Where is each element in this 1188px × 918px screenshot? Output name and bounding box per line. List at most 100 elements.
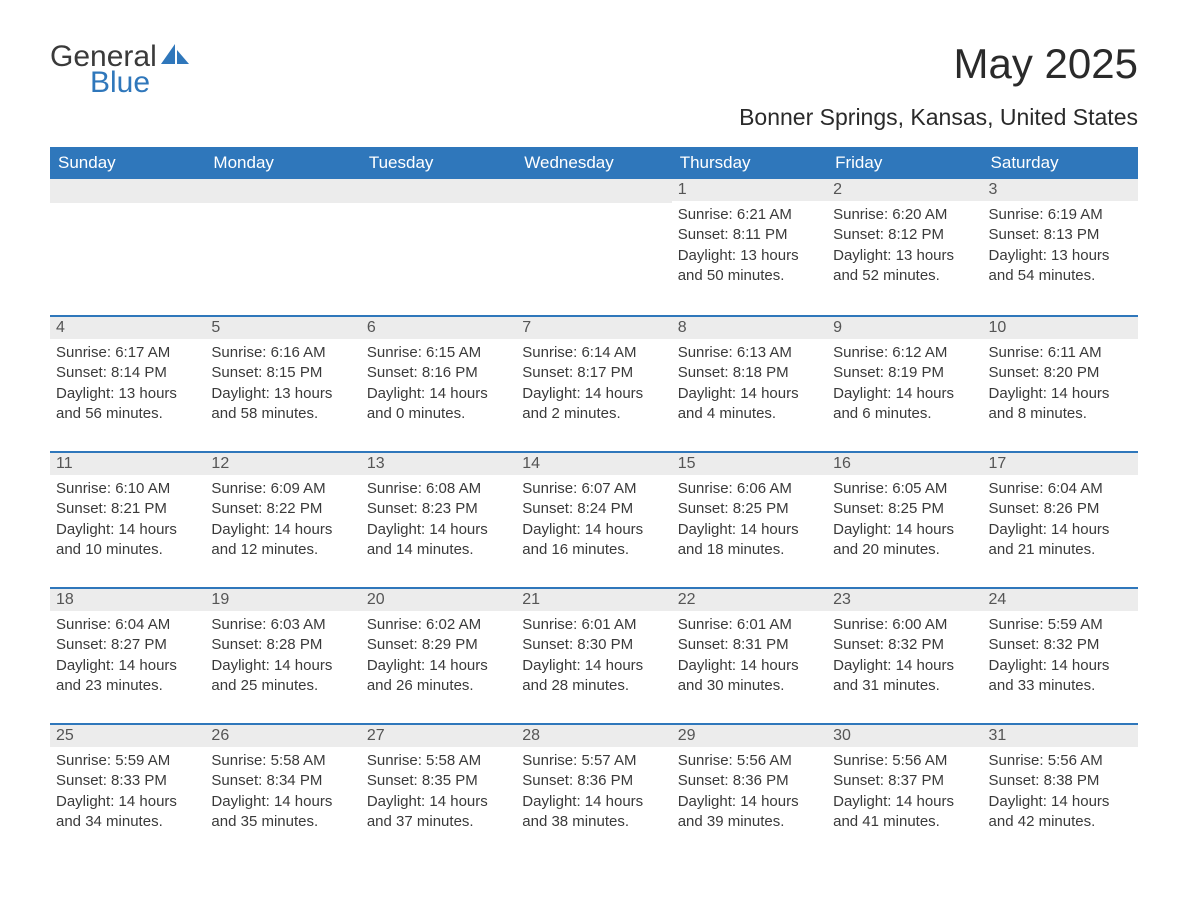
calendar-day-cell: 14Sunrise: 6:07 AMSunset: 8:24 PMDayligh… xyxy=(516,451,671,587)
calendar-day-cell: 12Sunrise: 6:09 AMSunset: 8:22 PMDayligh… xyxy=(205,451,360,587)
empty-day-header xyxy=(516,179,671,203)
day-number: 24 xyxy=(983,587,1138,611)
calendar-day-cell: 2Sunrise: 6:20 AMSunset: 8:12 PMDaylight… xyxy=(827,179,982,315)
calendar-day-cell: 24Sunrise: 5:59 AMSunset: 8:32 PMDayligh… xyxy=(983,587,1138,723)
day-details: Sunrise: 6:15 AMSunset: 8:16 PMDaylight:… xyxy=(361,339,516,434)
day-details: Sunrise: 6:10 AMSunset: 8:21 PMDaylight:… xyxy=(50,475,205,570)
day-number: 22 xyxy=(672,587,827,611)
day-number: 28 xyxy=(516,723,671,747)
day-details: Sunrise: 6:20 AMSunset: 8:12 PMDaylight:… xyxy=(827,201,982,296)
day-details: Sunrise: 6:01 AMSunset: 8:30 PMDaylight:… xyxy=(516,611,671,706)
day-details: Sunrise: 6:09 AMSunset: 8:22 PMDaylight:… xyxy=(205,475,360,570)
weekday-header: Monday xyxy=(205,147,360,179)
logo: General Blue xyxy=(50,40,193,100)
calendar-day-cell: 18Sunrise: 6:04 AMSunset: 8:27 PMDayligh… xyxy=(50,587,205,723)
calendar-day-cell: 8Sunrise: 6:13 AMSunset: 8:18 PMDaylight… xyxy=(672,315,827,451)
location-subtitle: Bonner Springs, Kansas, United States xyxy=(50,104,1138,131)
calendar-day-cell: 6Sunrise: 6:15 AMSunset: 8:16 PMDaylight… xyxy=(361,315,516,451)
day-number: 13 xyxy=(361,451,516,475)
day-number: 21 xyxy=(516,587,671,611)
day-number: 26 xyxy=(205,723,360,747)
day-number: 15 xyxy=(672,451,827,475)
day-details: Sunrise: 6:02 AMSunset: 8:29 PMDaylight:… xyxy=(361,611,516,706)
day-number: 10 xyxy=(983,315,1138,339)
day-number: 19 xyxy=(205,587,360,611)
day-number: 16 xyxy=(827,451,982,475)
day-number: 25 xyxy=(50,723,205,747)
calendar-day-cell: 26Sunrise: 5:58 AMSunset: 8:34 PMDayligh… xyxy=(205,723,360,859)
calendar-day-cell: 30Sunrise: 5:56 AMSunset: 8:37 PMDayligh… xyxy=(827,723,982,859)
day-number: 9 xyxy=(827,315,982,339)
calendar-day-cell: 4Sunrise: 6:17 AMSunset: 8:14 PMDaylight… xyxy=(50,315,205,451)
calendar-day-cell: 5Sunrise: 6:16 AMSunset: 8:15 PMDaylight… xyxy=(205,315,360,451)
day-details: Sunrise: 5:57 AMSunset: 8:36 PMDaylight:… xyxy=(516,747,671,842)
calendar-day-cell: 23Sunrise: 6:00 AMSunset: 8:32 PMDayligh… xyxy=(827,587,982,723)
day-details: Sunrise: 5:56 AMSunset: 8:36 PMDaylight:… xyxy=(672,747,827,842)
calendar-day-cell: 16Sunrise: 6:05 AMSunset: 8:25 PMDayligh… xyxy=(827,451,982,587)
day-details: Sunrise: 6:04 AMSunset: 8:26 PMDaylight:… xyxy=(983,475,1138,570)
day-number: 12 xyxy=(205,451,360,475)
calendar-day-cell: 19Sunrise: 6:03 AMSunset: 8:28 PMDayligh… xyxy=(205,587,360,723)
day-details: Sunrise: 6:17 AMSunset: 8:14 PMDaylight:… xyxy=(50,339,205,434)
weekday-header: Friday xyxy=(827,147,982,179)
day-details: Sunrise: 5:59 AMSunset: 8:32 PMDaylight:… xyxy=(983,611,1138,706)
calendar-day-cell: 9Sunrise: 6:12 AMSunset: 8:19 PMDaylight… xyxy=(827,315,982,451)
day-number: 3 xyxy=(983,179,1138,201)
day-details: Sunrise: 5:56 AMSunset: 8:38 PMDaylight:… xyxy=(983,747,1138,842)
calendar-empty-cell xyxy=(50,179,205,315)
day-number: 5 xyxy=(205,315,360,339)
weekday-header: Sunday xyxy=(50,147,205,179)
calendar-day-cell: 3Sunrise: 6:19 AMSunset: 8:13 PMDaylight… xyxy=(983,179,1138,315)
empty-day-header xyxy=(205,179,360,203)
day-details: Sunrise: 5:59 AMSunset: 8:33 PMDaylight:… xyxy=(50,747,205,842)
calendar-day-cell: 13Sunrise: 6:08 AMSunset: 8:23 PMDayligh… xyxy=(361,451,516,587)
day-number: 18 xyxy=(50,587,205,611)
day-number: 8 xyxy=(672,315,827,339)
calendar-empty-cell xyxy=(205,179,360,315)
calendar-day-cell: 20Sunrise: 6:02 AMSunset: 8:29 PMDayligh… xyxy=(361,587,516,723)
day-number: 6 xyxy=(361,315,516,339)
calendar-day-cell: 21Sunrise: 6:01 AMSunset: 8:30 PMDayligh… xyxy=(516,587,671,723)
day-number: 29 xyxy=(672,723,827,747)
day-details: Sunrise: 5:58 AMSunset: 8:35 PMDaylight:… xyxy=(361,747,516,842)
day-details: Sunrise: 6:00 AMSunset: 8:32 PMDaylight:… xyxy=(827,611,982,706)
weekday-header: Wednesday xyxy=(516,147,671,179)
day-number: 20 xyxy=(361,587,516,611)
day-number: 27 xyxy=(361,723,516,747)
calendar-week-row: 25Sunrise: 5:59 AMSunset: 8:33 PMDayligh… xyxy=(50,723,1138,859)
day-number: 1 xyxy=(672,179,827,201)
day-details: Sunrise: 6:06 AMSunset: 8:25 PMDaylight:… xyxy=(672,475,827,570)
calendar-day-cell: 11Sunrise: 6:10 AMSunset: 8:21 PMDayligh… xyxy=(50,451,205,587)
day-number: 2 xyxy=(827,179,982,201)
day-details: Sunrise: 6:12 AMSunset: 8:19 PMDaylight:… xyxy=(827,339,982,434)
logo-text-blue: Blue xyxy=(90,66,193,100)
calendar-day-cell: 29Sunrise: 5:56 AMSunset: 8:36 PMDayligh… xyxy=(672,723,827,859)
day-details: Sunrise: 6:21 AMSunset: 8:11 PMDaylight:… xyxy=(672,201,827,296)
weekday-header: Tuesday xyxy=(361,147,516,179)
calendar-body: 1Sunrise: 6:21 AMSunset: 8:11 PMDaylight… xyxy=(50,179,1138,859)
calendar-empty-cell xyxy=(516,179,671,315)
calendar-day-cell: 15Sunrise: 6:06 AMSunset: 8:25 PMDayligh… xyxy=(672,451,827,587)
calendar-day-cell: 22Sunrise: 6:01 AMSunset: 8:31 PMDayligh… xyxy=(672,587,827,723)
day-details: Sunrise: 5:56 AMSunset: 8:37 PMDaylight:… xyxy=(827,747,982,842)
day-number: 31 xyxy=(983,723,1138,747)
day-details: Sunrise: 5:58 AMSunset: 8:34 PMDaylight:… xyxy=(205,747,360,842)
day-number: 7 xyxy=(516,315,671,339)
day-details: Sunrise: 6:16 AMSunset: 8:15 PMDaylight:… xyxy=(205,339,360,434)
day-details: Sunrise: 6:13 AMSunset: 8:18 PMDaylight:… xyxy=(672,339,827,434)
day-details: Sunrise: 6:05 AMSunset: 8:25 PMDaylight:… xyxy=(827,475,982,570)
day-details: Sunrise: 6:08 AMSunset: 8:23 PMDaylight:… xyxy=(361,475,516,570)
day-number: 14 xyxy=(516,451,671,475)
day-details: Sunrise: 6:07 AMSunset: 8:24 PMDaylight:… xyxy=(516,475,671,570)
day-details: Sunrise: 6:04 AMSunset: 8:27 PMDaylight:… xyxy=(50,611,205,706)
calendar-empty-cell xyxy=(361,179,516,315)
calendar-day-cell: 31Sunrise: 5:56 AMSunset: 8:38 PMDayligh… xyxy=(983,723,1138,859)
empty-day-header xyxy=(361,179,516,203)
day-details: Sunrise: 6:19 AMSunset: 8:13 PMDaylight:… xyxy=(983,201,1138,296)
calendar-day-cell: 27Sunrise: 5:58 AMSunset: 8:35 PMDayligh… xyxy=(361,723,516,859)
calendar-week-row: 4Sunrise: 6:17 AMSunset: 8:14 PMDaylight… xyxy=(50,315,1138,451)
day-number: 4 xyxy=(50,315,205,339)
calendar-day-cell: 28Sunrise: 5:57 AMSunset: 8:36 PMDayligh… xyxy=(516,723,671,859)
calendar-day-cell: 7Sunrise: 6:14 AMSunset: 8:17 PMDaylight… xyxy=(516,315,671,451)
day-number: 17 xyxy=(983,451,1138,475)
